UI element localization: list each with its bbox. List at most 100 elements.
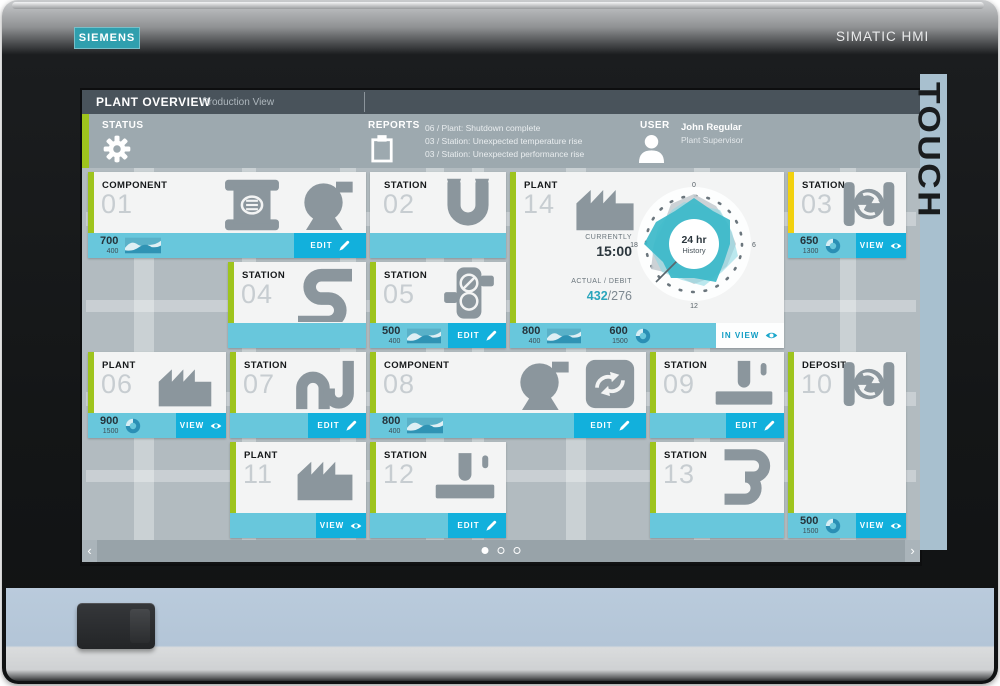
green-status-accent: [228, 262, 234, 323]
valve-icon: [442, 264, 496, 322]
donut-gauge-icon: [635, 328, 651, 344]
usb-port-cover[interactable]: [77, 603, 155, 649]
user-icon[interactable]: [638, 134, 665, 163]
kpi-value: 800: [522, 325, 541, 337]
green-status-accent: [650, 352, 656, 413]
tile-type-label: STATION: [384, 450, 428, 461]
in-view-button[interactable]: IN VIEW: [716, 323, 784, 348]
kpi-bar: EDIT: [230, 413, 366, 438]
tile-number: 04: [241, 279, 274, 309]
tile-component-08[interactable]: COMPONENT 08 800 400 EDIT: [370, 352, 646, 438]
pencil-icon: [346, 420, 357, 431]
report-item[interactable]: 03 / Station: Unexpected performance ris…: [425, 149, 585, 159]
kpi-sub: 1300: [802, 248, 819, 255]
machine-icons: [294, 454, 356, 502]
machine-icons: [716, 448, 774, 506]
tile-deposit-10[interactable]: DEPOSIT 10 500 1500 VIEW: [788, 352, 906, 538]
tile-type-label: DEPOSIT: [802, 360, 847, 371]
edit-button[interactable]: EDIT: [448, 323, 506, 348]
tile-component-01[interactable]: COMPONENT 01 700 400 EDIT: [88, 172, 366, 258]
tile-number: 11: [243, 459, 274, 489]
green-status-accent: [370, 442, 376, 513]
reports-label: REPORTS: [368, 120, 420, 131]
yellow-status-accent: [788, 172, 794, 233]
touch-badge-strip: TOUCH: [911, 74, 947, 550]
recycle-unit-icon: [842, 358, 896, 410]
factory-icon: [294, 454, 356, 502]
kpi-bar: 900 1500 VIEW: [88, 413, 226, 438]
edit-button[interactable]: EDIT: [726, 413, 784, 438]
tile-type-label: STATION: [664, 360, 708, 371]
clock-label-0: 0: [692, 182, 696, 189]
user-name: John Regular: [681, 122, 742, 133]
eye-icon: [210, 422, 222, 430]
kpi-value: 600: [609, 325, 628, 337]
kpi-bar: [650, 513, 784, 538]
pagination: [481, 547, 521, 554]
tile-station-03[interactable]: STATION 03 650 1300 VIEW: [788, 172, 906, 258]
actual-value: 432: [586, 289, 608, 303]
kpi-value: 700: [100, 235, 119, 247]
gear-icon[interactable]: [102, 134, 132, 164]
tile-type-label: STATION: [384, 180, 428, 191]
tile-type-label: STATION: [664, 450, 708, 461]
report-item[interactable]: 06 / Plant: Shutdown complete: [425, 123, 541, 133]
tile-plant-14[interactable]: PLANT 14 CURRENTLY 15:00 ACTUAL / DEBIT …: [510, 172, 784, 348]
radar-24hr-history-chart[interactable]: 24 hr History 0 6 12 18: [628, 178, 760, 310]
edit-button[interactable]: EDIT: [574, 413, 646, 438]
motor-icon: [220, 178, 284, 232]
view-button[interactable]: VIEW: [856, 513, 906, 538]
kpi-value: 650: [800, 235, 819, 247]
tile-type-label: STATION: [384, 270, 428, 281]
tile-station-05[interactable]: STATION 05 500 400 EDIT: [370, 262, 506, 348]
edit-button[interactable]: EDIT: [448, 513, 506, 538]
tile-plant-06[interactable]: PLANT 06 900 1500 VIEW: [88, 352, 226, 438]
kpi-value: 800: [382, 415, 401, 427]
machine-icons: [442, 264, 496, 322]
pencil-icon: [486, 330, 497, 341]
user-role: Plant Supervisor: [681, 135, 744, 145]
green-status-accent: [88, 352, 94, 413]
tile-station-02[interactable]: STATION 02: [370, 172, 506, 258]
report-item[interactable]: 03 / Station: Unexpected temperature ris…: [425, 136, 583, 146]
kpi-sub: 400: [528, 338, 541, 345]
tile-number: 14: [523, 189, 556, 219]
tile-number: 06: [101, 369, 134, 399]
tile-plant-11[interactable]: PLANT 11 VIEW: [230, 442, 366, 538]
tile-number: 12: [383, 459, 416, 489]
view-button[interactable]: VIEW: [176, 413, 226, 438]
device-chin: [6, 588, 994, 681]
tile-station-07[interactable]: STATION 07 EDIT: [230, 352, 366, 438]
pagination-dot[interactable]: [497, 547, 505, 554]
kpi-sub: 1500: [612, 338, 628, 345]
edit-button[interactable]: EDIT: [294, 233, 366, 258]
actual-debit-label: ACTUAL / DEBIT: [571, 278, 632, 285]
tile-station-04[interactable]: STATION 04: [228, 262, 366, 348]
machine-icons: [220, 178, 356, 232]
tile-station-13[interactable]: STATION 13: [650, 442, 784, 538]
view-button[interactable]: VIEW: [316, 513, 366, 538]
header-divider: [364, 92, 365, 112]
tile-station-12[interactable]: STATION 12 EDIT: [370, 442, 506, 538]
green-status-accent: [788, 352, 794, 513]
edit-button[interactable]: EDIT: [308, 413, 366, 438]
pagination-dot[interactable]: [513, 547, 521, 554]
kpi-bar: 500 1500 VIEW: [788, 513, 906, 538]
kpi-bar: 650 1300 VIEW: [788, 233, 906, 258]
trend-sparkline-icon: [547, 328, 581, 344]
kpi-value: 500: [382, 325, 401, 337]
eye-icon: [350, 522, 362, 530]
next-page-button[interactable]: ›: [905, 540, 920, 562]
simatic-hmi-label: SIMATIC HMI: [836, 29, 930, 44]
tile-station-09[interactable]: STATION 09 EDIT: [650, 352, 784, 438]
kpi-value: 500: [800, 515, 819, 527]
page-navigation-bar: ‹ ›: [82, 540, 920, 562]
kpi-bar: 700 400 EDIT: [88, 233, 366, 258]
pump-icon: [296, 178, 356, 232]
tile-number: 03: [801, 189, 834, 219]
prev-page-button[interactable]: ‹: [82, 540, 97, 562]
pagination-dot-active[interactable]: [481, 547, 489, 554]
view-button[interactable]: VIEW: [856, 233, 906, 258]
machine-icons: [512, 358, 636, 412]
clipboard-icon[interactable]: [370, 135, 394, 163]
